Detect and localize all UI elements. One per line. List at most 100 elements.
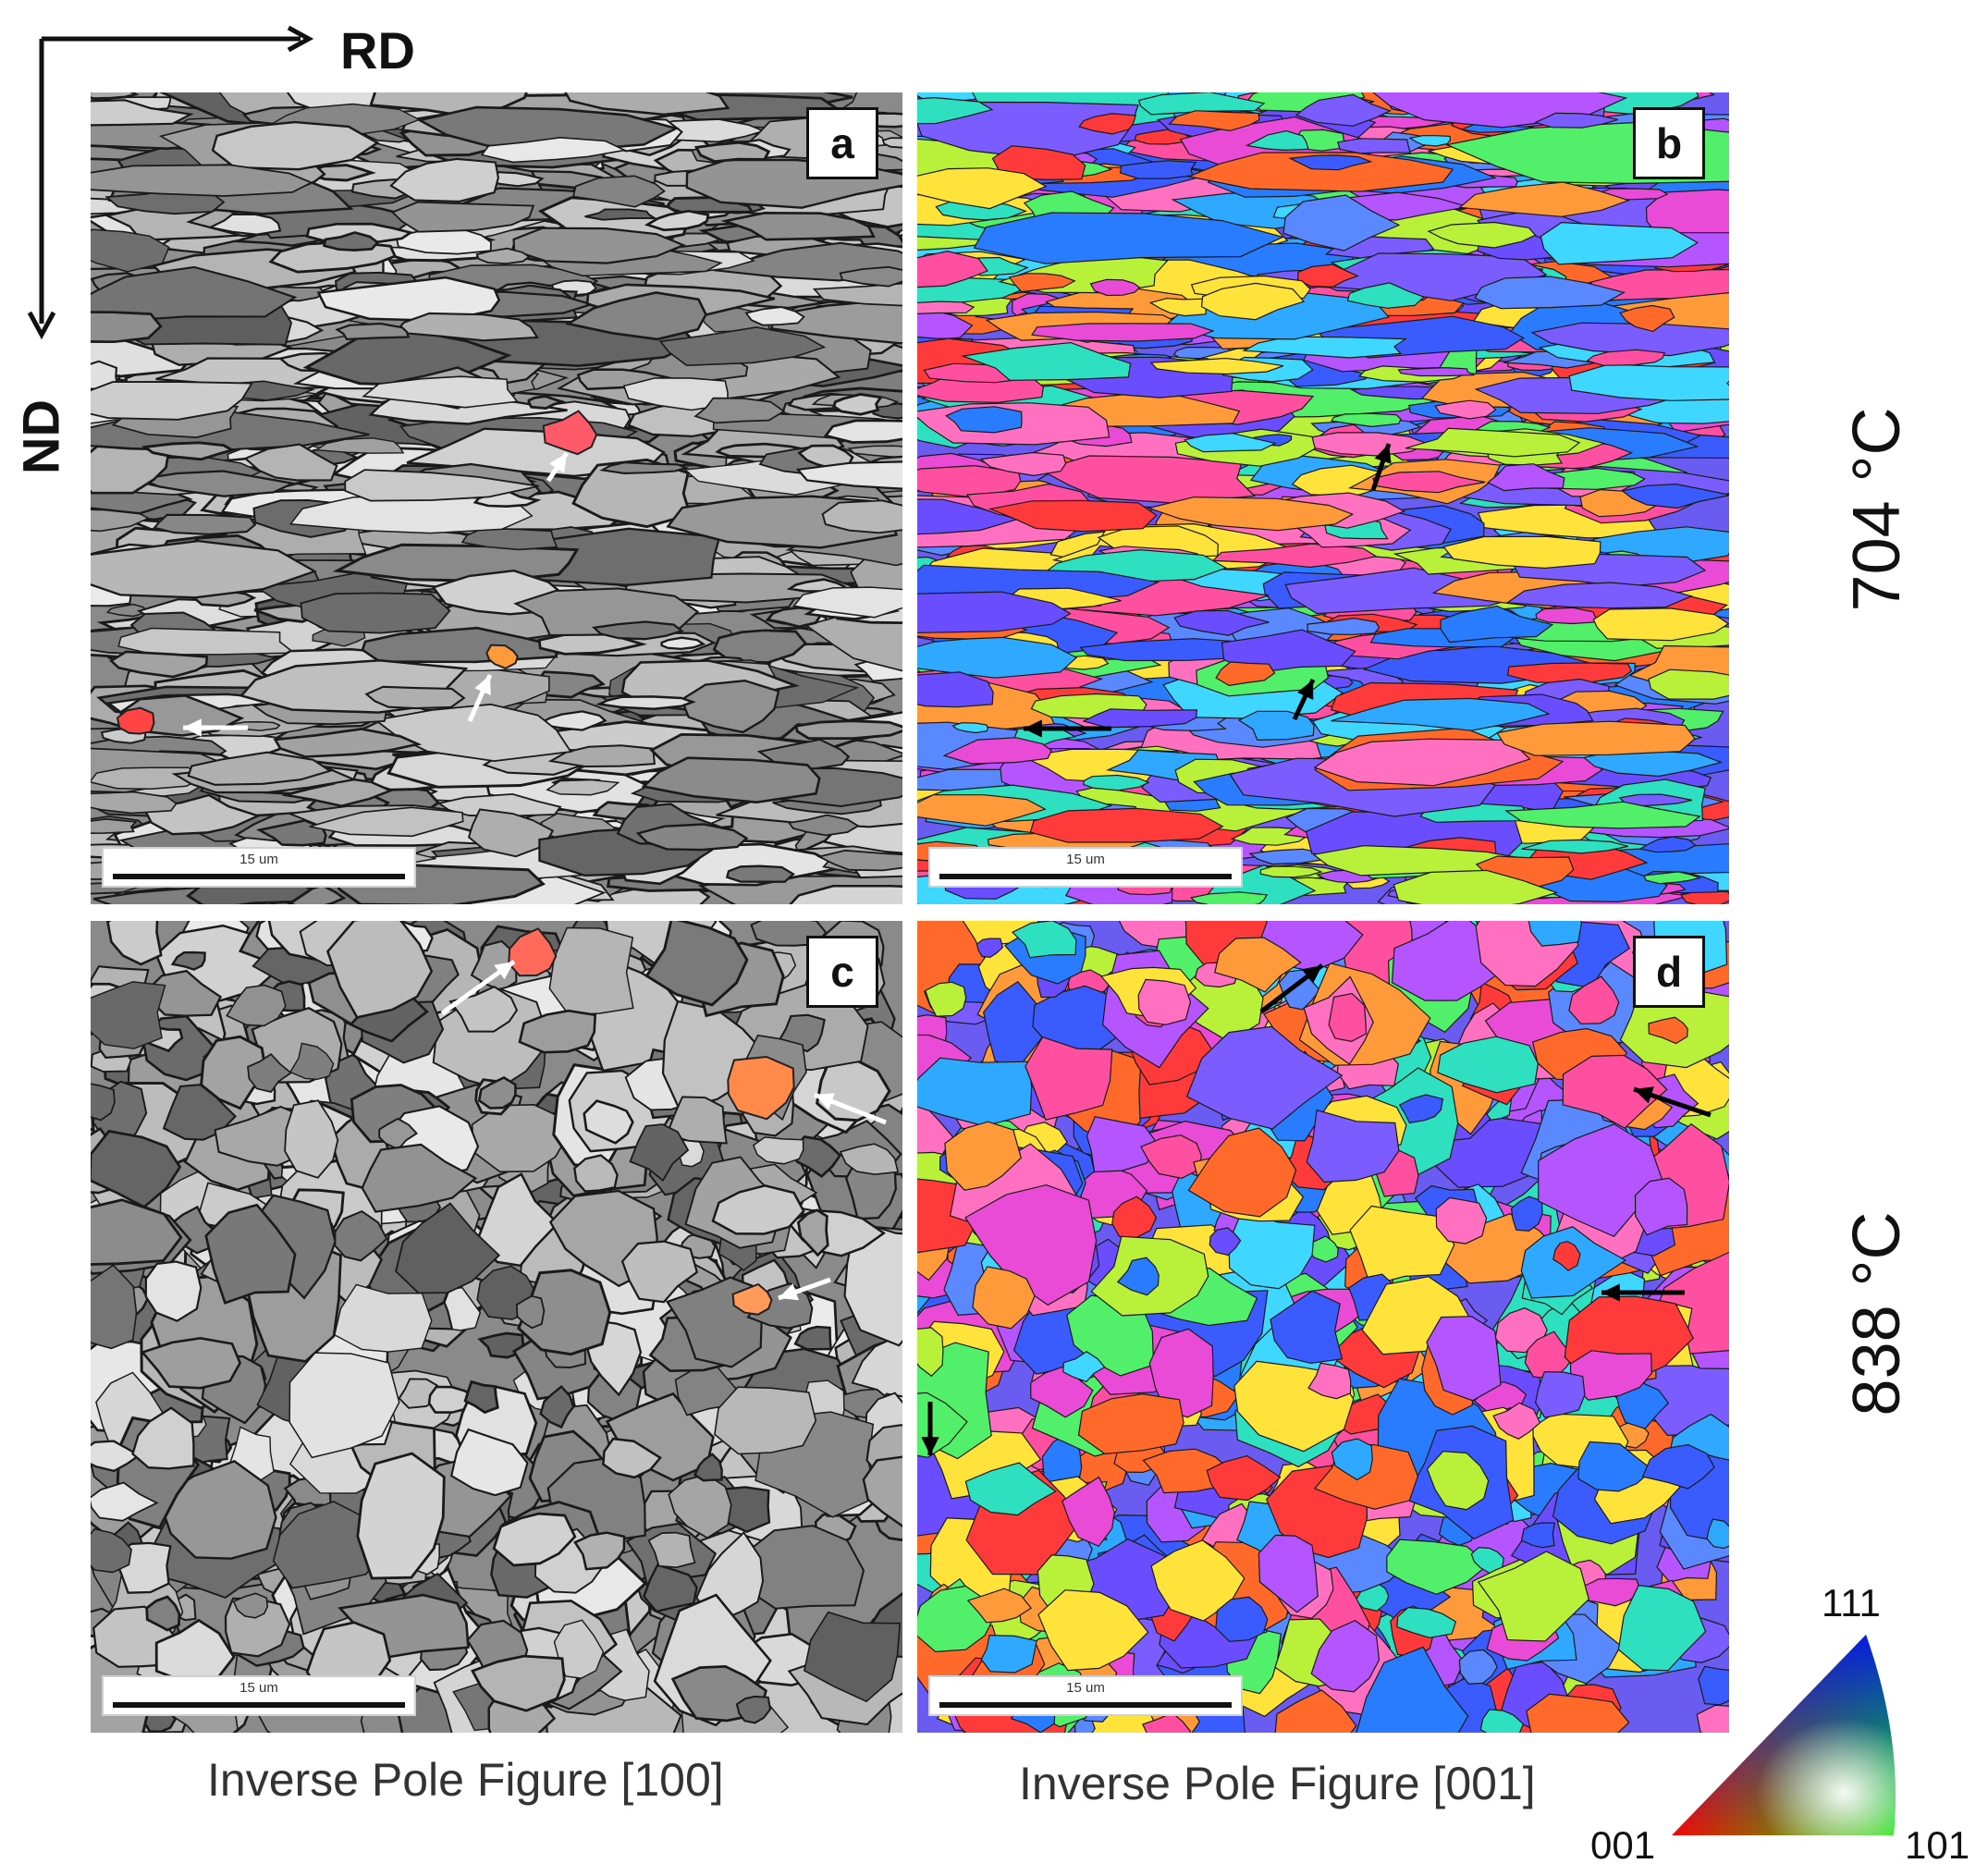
- grain: [1507, 662, 1633, 683]
- grain: [1706, 1518, 1729, 1550]
- grain: [204, 1203, 297, 1305]
- annotation-arrow: [1633, 1086, 1712, 1118]
- grain: [1025, 1036, 1113, 1121]
- grain: [1186, 152, 1454, 192]
- grain: [602, 1437, 662, 1479]
- grain: [1648, 1016, 1688, 1045]
- grain: [917, 101, 1139, 162]
- grain: [647, 1531, 696, 1569]
- grain: [1426, 1451, 1490, 1511]
- grain: [1528, 921, 1583, 947]
- scale-bar-text-b: 15 um: [1066, 852, 1105, 867]
- grain: [972, 1266, 1036, 1330]
- annotation-arrow: [183, 718, 248, 737]
- grain: [843, 1219, 902, 1347]
- panel-label-c: c: [806, 936, 878, 1008]
- annotation-arrow: [1259, 963, 1324, 1013]
- grain: [109, 650, 209, 679]
- grain: [356, 1452, 446, 1580]
- grain: [106, 921, 163, 966]
- grain: [91, 265, 298, 323]
- grain: [153, 513, 257, 535]
- grain: [1474, 276, 1626, 310]
- grain: [1408, 135, 1452, 147]
- grain: [693, 397, 786, 424]
- grain: [991, 145, 1086, 181]
- micrograph-d: [917, 921, 1729, 1733]
- grain: [711, 1184, 805, 1235]
- grain: [232, 1592, 269, 1619]
- grain: [1505, 582, 1694, 609]
- grain: [546, 779, 620, 796]
- grain: [812, 282, 902, 307]
- ipf-key-label-111: 111: [1822, 1581, 1881, 1625]
- grain: [1540, 221, 1699, 265]
- grain: [720, 211, 876, 241]
- grain: [573, 1154, 619, 1193]
- grain: [390, 201, 535, 233]
- grain: [475, 247, 531, 265]
- grain: [91, 380, 254, 421]
- grain: [91, 1527, 132, 1574]
- grain: [395, 1202, 501, 1294]
- grain: [1426, 1316, 1502, 1402]
- grain: [480, 136, 628, 164]
- grain: [973, 212, 1284, 264]
- grain: [1634, 1177, 1688, 1236]
- annotation-arrow: [1024, 719, 1111, 738]
- grain: [1458, 181, 1631, 217]
- grain: [1396, 1606, 1457, 1638]
- grain: [288, 1042, 335, 1081]
- grain: [658, 326, 827, 367]
- annotation-arrow: [778, 1277, 831, 1301]
- grain: [1437, 1036, 1540, 1094]
- grain: [752, 1136, 804, 1165]
- grain: [1214, 937, 1302, 993]
- grain: [917, 96, 994, 125]
- grain: [1282, 194, 1401, 251]
- grain: [323, 231, 380, 251]
- grain: [1397, 366, 1476, 377]
- grain: [794, 719, 902, 740]
- grain: [300, 592, 451, 634]
- grain: [1148, 1328, 1214, 1418]
- grain: [1295, 93, 1392, 127]
- grain: [1173, 609, 1270, 636]
- grain: [917, 671, 994, 708]
- grain: [1562, 1054, 1668, 1129]
- grain: [1062, 1351, 1106, 1383]
- grain: [1435, 1196, 1488, 1245]
- grain: [725, 864, 795, 883]
- grain: [1082, 708, 1198, 729]
- grain: [131, 1406, 195, 1470]
- grain: [1140, 1134, 1202, 1180]
- ebsd-panel-d: d 15 um: [917, 921, 1729, 1733]
- grain: [539, 1385, 575, 1429]
- grain: [1270, 1290, 1344, 1365]
- highlighted-grain: [116, 706, 155, 735]
- grain: [1185, 1025, 1344, 1130]
- grain: [792, 586, 902, 619]
- grain: [247, 1052, 293, 1093]
- grain: [980, 1634, 1037, 1674]
- micrograph-a: [91, 92, 902, 904]
- grain: [816, 849, 902, 872]
- grain: [314, 437, 405, 454]
- grain: [693, 1453, 723, 1482]
- micrograph-b: [917, 92, 1729, 904]
- grain: [714, 1386, 817, 1455]
- grain: [467, 808, 555, 858]
- grain: [91, 311, 163, 344]
- grain: [1215, 1596, 1269, 1642]
- grain: [1535, 607, 1601, 625]
- grain: [565, 291, 707, 341]
- grain: [644, 209, 710, 232]
- grain: [553, 1619, 605, 1679]
- grain: [1259, 865, 1323, 878]
- grain: [1313, 738, 1531, 787]
- grain: [1331, 697, 1551, 731]
- grain: [1078, 113, 1137, 135]
- grain: [1307, 1362, 1352, 1400]
- grain: [378, 1117, 419, 1151]
- grain: [1568, 363, 1729, 401]
